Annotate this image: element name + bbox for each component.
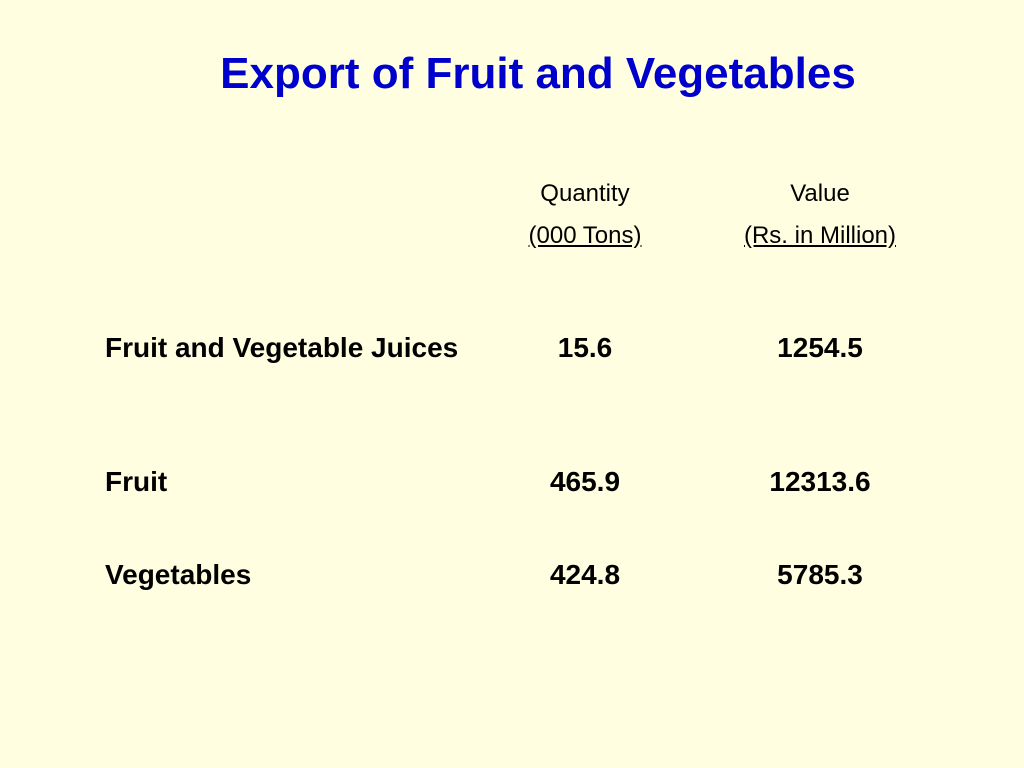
row-label: Fruit and Vegetable Juices: [105, 332, 459, 363]
row-quantity: 424.8: [549, 559, 621, 590]
row-label: Vegetables: [105, 559, 252, 590]
row-quantity: 15.6: [557, 332, 613, 363]
value-header-label: Value: [790, 180, 850, 207]
quantity-header-label: Quantity: [540, 180, 630, 207]
quantity-unit-label: (000 Tons): [528, 222, 642, 249]
row-value: 1254.5: [777, 332, 863, 363]
value-unit-label: (Rs. in Million): [743, 222, 896, 249]
row-value: 5785.3: [777, 559, 863, 590]
row-value: 12313.6: [769, 466, 871, 497]
value-column-header: Value (Rs. in Million): [700, 180, 940, 250]
row-quantity: 465.9: [549, 466, 621, 497]
quantity-column-header: Quantity (000 Tons): [480, 180, 690, 250]
row-label: Fruit: [105, 466, 168, 497]
slide-title: Export of Fruit and Vegetables: [220, 49, 856, 98]
